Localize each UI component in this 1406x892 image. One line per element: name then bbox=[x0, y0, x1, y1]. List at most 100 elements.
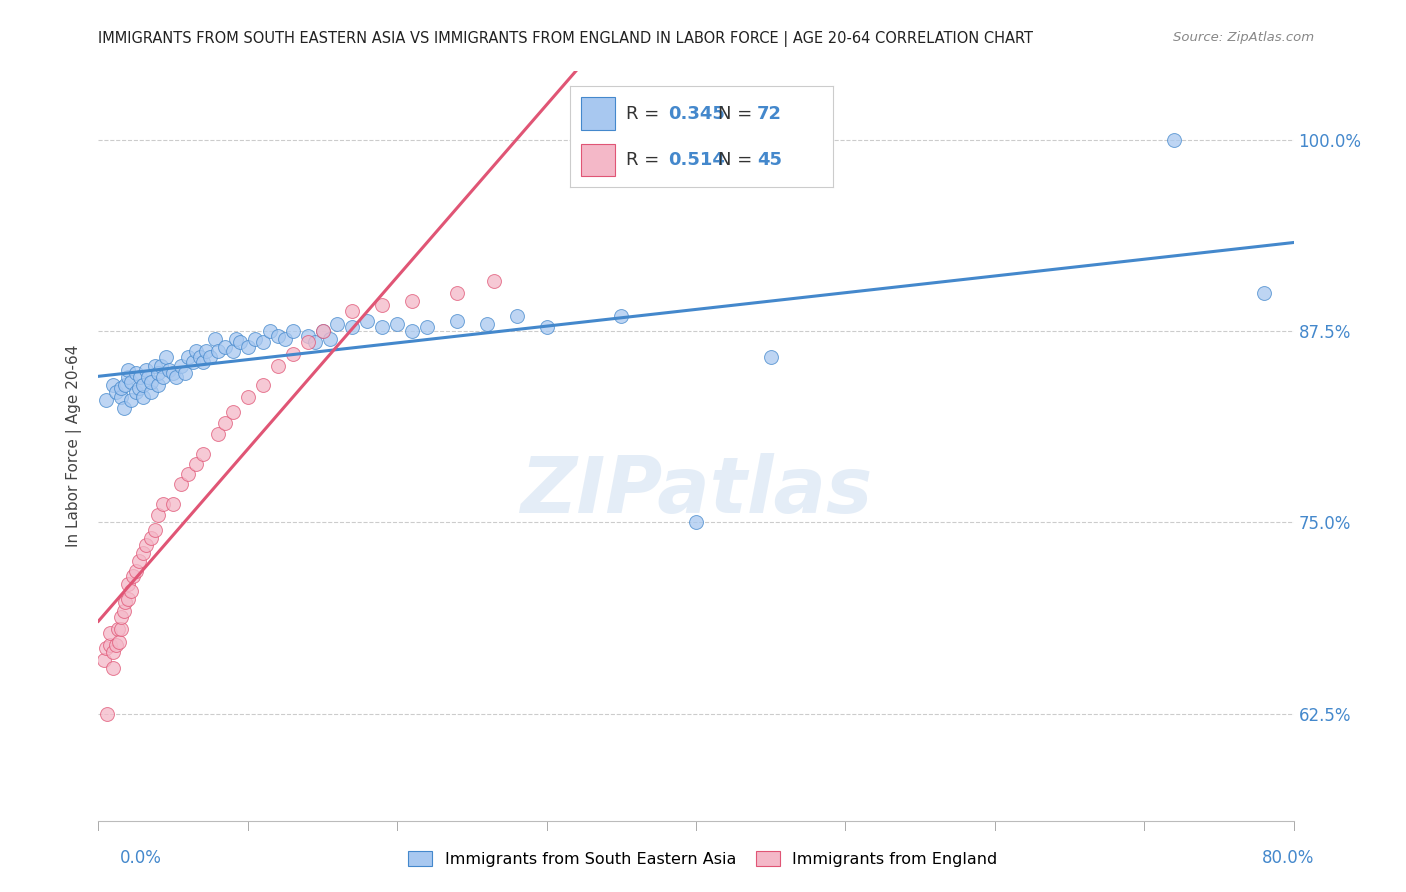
Point bbox=[484, 274, 506, 288]
Point bbox=[225, 332, 247, 346]
Point bbox=[281, 324, 304, 338]
Point bbox=[112, 604, 135, 618]
Point bbox=[112, 401, 135, 415]
Point bbox=[267, 359, 290, 374]
Point bbox=[128, 381, 150, 395]
Point bbox=[117, 370, 139, 384]
Point bbox=[311, 324, 333, 338]
Point bbox=[207, 344, 229, 359]
Point bbox=[536, 319, 558, 334]
Point bbox=[475, 317, 498, 331]
Point bbox=[759, 351, 782, 365]
Point bbox=[135, 538, 157, 552]
Point bbox=[148, 508, 170, 522]
Point bbox=[297, 329, 319, 343]
Point bbox=[297, 334, 319, 349]
Point bbox=[132, 546, 155, 560]
Point bbox=[128, 554, 150, 568]
Point bbox=[342, 304, 364, 318]
Point bbox=[129, 370, 152, 384]
Point bbox=[304, 334, 326, 349]
Point bbox=[94, 640, 117, 655]
Point bbox=[188, 351, 211, 365]
Point bbox=[103, 377, 125, 392]
Point bbox=[207, 426, 229, 441]
Point bbox=[416, 319, 439, 334]
Point bbox=[610, 309, 633, 323]
Point bbox=[148, 377, 170, 392]
Legend: Immigrants from South Eastern Asia, Immigrants from England: Immigrants from South Eastern Asia, Immi… bbox=[402, 845, 1004, 873]
Point bbox=[110, 623, 132, 637]
Point bbox=[274, 332, 297, 346]
Point bbox=[117, 576, 139, 591]
Point bbox=[148, 366, 170, 380]
Point bbox=[139, 531, 162, 545]
Text: 80.0%: 80.0% bbox=[1263, 848, 1315, 866]
Point bbox=[132, 377, 155, 392]
Point bbox=[94, 393, 117, 408]
Point bbox=[103, 661, 125, 675]
Point bbox=[150, 359, 173, 374]
Point bbox=[356, 313, 378, 327]
Point bbox=[222, 405, 245, 419]
Point bbox=[200, 351, 222, 365]
Point bbox=[267, 329, 290, 343]
Point bbox=[311, 324, 333, 338]
Point bbox=[110, 610, 132, 624]
Point bbox=[177, 467, 200, 481]
Point bbox=[229, 334, 252, 349]
Point bbox=[236, 390, 259, 404]
Point bbox=[139, 375, 162, 389]
Point bbox=[236, 340, 259, 354]
Point bbox=[371, 319, 394, 334]
Point bbox=[120, 584, 142, 599]
Point bbox=[181, 355, 204, 369]
Point bbox=[259, 324, 281, 338]
Point bbox=[174, 366, 197, 380]
Text: Source: ZipAtlas.com: Source: ZipAtlas.com bbox=[1174, 31, 1315, 45]
Point bbox=[191, 447, 214, 461]
Point bbox=[114, 377, 136, 392]
Point bbox=[446, 286, 468, 301]
Point bbox=[143, 523, 166, 537]
Point bbox=[165, 370, 187, 384]
Point bbox=[157, 362, 180, 376]
Point bbox=[152, 497, 174, 511]
Point bbox=[98, 625, 122, 640]
Point bbox=[121, 569, 143, 583]
Point bbox=[685, 516, 707, 530]
Text: 0.0%: 0.0% bbox=[120, 848, 162, 866]
Point bbox=[204, 332, 226, 346]
Point bbox=[371, 298, 394, 312]
Point bbox=[281, 347, 304, 361]
Point bbox=[120, 393, 142, 408]
Point bbox=[96, 706, 118, 721]
Point bbox=[1253, 286, 1275, 301]
Y-axis label: In Labor Force | Age 20-64: In Labor Force | Age 20-64 bbox=[66, 345, 83, 547]
Point bbox=[117, 591, 139, 606]
Point bbox=[117, 362, 139, 376]
Point bbox=[326, 317, 349, 331]
Point bbox=[105, 638, 128, 652]
Point bbox=[162, 497, 184, 511]
Point bbox=[1163, 133, 1185, 147]
Point bbox=[135, 362, 157, 376]
Point bbox=[125, 366, 148, 380]
Point bbox=[169, 359, 191, 374]
Point bbox=[143, 359, 166, 374]
Point bbox=[120, 375, 142, 389]
Point bbox=[125, 385, 148, 400]
Point bbox=[191, 355, 214, 369]
Point bbox=[152, 370, 174, 384]
Point bbox=[252, 334, 274, 349]
Point bbox=[385, 317, 409, 331]
Point bbox=[132, 390, 155, 404]
Point bbox=[214, 340, 236, 354]
Point bbox=[107, 623, 129, 637]
Point bbox=[184, 344, 207, 359]
Text: ZIPatlas: ZIPatlas bbox=[520, 453, 872, 529]
Point bbox=[114, 595, 136, 609]
Point bbox=[139, 385, 162, 400]
Point bbox=[222, 344, 245, 359]
Point bbox=[103, 645, 125, 659]
